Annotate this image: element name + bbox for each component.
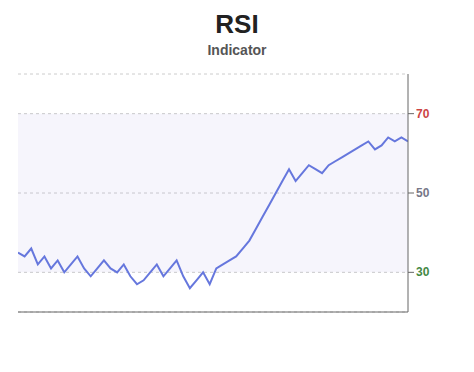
svg-text:30: 30 — [416, 265, 430, 279]
svg-text:50: 50 — [416, 186, 430, 200]
html-text:RSI: RSI — [215, 9, 259, 39]
html-text:Indicator: Indicator — [207, 42, 267, 58]
svg-text:70: 70 — [416, 107, 430, 121]
